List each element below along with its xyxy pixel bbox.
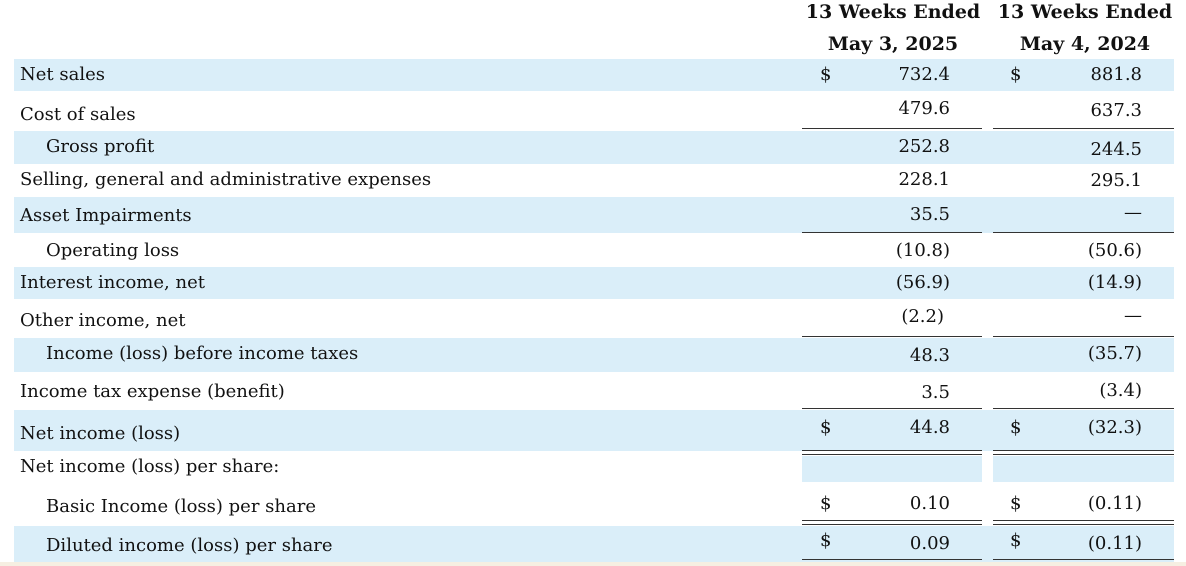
dollar-sign: $ (1010, 530, 1022, 551)
table-row: Net income (loss) per share: (14, 452, 1174, 484)
shaded-cell (993, 456, 1174, 482)
value-2024: (35.7) (1087, 343, 1142, 364)
row-label: Other income, net (20, 310, 186, 331)
dollar-sign: $ (1010, 64, 1022, 85)
subtotal-rule (993, 128, 1174, 129)
total-double-rule (993, 559, 1174, 560)
row-label: Operating loss (46, 240, 180, 261)
row-label: Cost of sales (20, 104, 136, 125)
total-double-rule (993, 450, 1174, 451)
value-2024: (0.11) (1087, 533, 1142, 554)
value-2024: 637.3 (1090, 100, 1142, 121)
value-2025: (10.8) (895, 240, 950, 261)
value-2024: (50.6) (1087, 240, 1142, 261)
subtotal-rule (802, 336, 982, 337)
table-row: Income (loss) before income taxes 48.3 (… (14, 338, 1174, 372)
table-row: Income tax expense (benefit) 3.5 (3.4) (14, 372, 1174, 408)
total-double-rule (802, 454, 982, 455)
value-2025: 0.10 (909, 493, 950, 514)
subtotal-rule (993, 408, 1174, 409)
total-double-rule (993, 454, 1174, 455)
dollar-sign: $ (1010, 493, 1022, 514)
value-2024: (14.9) (1087, 272, 1142, 293)
row-label: Gross profit (46, 136, 155, 157)
value-2024: — (1124, 202, 1142, 223)
value-2024: (0.11) (1087, 493, 1142, 514)
table-row: Selling, general and administrative expe… (14, 164, 1174, 197)
dollar-sign: $ (820, 64, 832, 85)
value-2025: 44.8 (909, 417, 950, 438)
table-row: Gross profit 252.8 244.5 (14, 131, 1174, 164)
subtotal-rule (993, 336, 1174, 337)
table-row: Cost of sales 479.6 637.3 (14, 93, 1174, 130)
value-2025: (56.9) (895, 272, 950, 293)
subtotal-rule (802, 408, 982, 409)
col2-header-line2: May 4, 2024 (1019, 33, 1151, 55)
table-row: Basic Income (loss) per share $ 0.10 $ (… (14, 484, 1174, 526)
dollar-sign: $ (820, 493, 832, 514)
value-2025: 732.4 (898, 64, 950, 85)
total-double-rule (802, 524, 982, 525)
subtotal-rule (993, 232, 1174, 233)
dollar-sign: $ (1010, 417, 1022, 438)
table-row: Diluted income (loss) per share $ 0.09 $… (14, 526, 1174, 562)
value-2025: 35.5 (909, 204, 950, 225)
table-row: Interest income, net (56.9) (14.9) (14, 267, 1174, 299)
value-2024: 295.1 (1090, 170, 1142, 191)
value-2024: 881.8 (1090, 64, 1142, 85)
subtotal-rule (802, 128, 982, 129)
row-label: Income (loss) before income taxes (46, 343, 359, 364)
dollar-sign: $ (820, 530, 832, 551)
table-row: Net sales $ 732.4 $ 881.8 (14, 59, 1174, 91)
row-label: Net sales (20, 64, 105, 85)
table-row: Operating loss (10.8) (50.6) (14, 234, 1174, 267)
total-double-rule (802, 559, 982, 560)
table-row: Asset Impairments 35.5 — (14, 197, 1174, 233)
value-2025: 252.8 (898, 136, 950, 157)
bottom-edge (0, 562, 1186, 566)
total-double-rule (802, 520, 982, 521)
row-label: Interest income, net (20, 272, 205, 293)
col2-header-line1: 13 Weeks Ended (997, 1, 1173, 23)
total-double-rule (993, 520, 1174, 521)
row-label: Income tax expense (benefit) (20, 381, 285, 402)
value-2025: 3.5 (921, 382, 950, 403)
value-2025: (2.2) (901, 306, 944, 327)
col1-header-line2: May 3, 2025 (827, 33, 959, 55)
row-label: Net income (loss) per share: (20, 456, 280, 477)
col1-header-line1: 13 Weeks Ended (805, 1, 981, 23)
row-label: Selling, general and administrative expe… (20, 169, 432, 190)
value-2025: 228.1 (898, 169, 950, 190)
table-row: Net income (loss) $ 44.8 $ (32.3) (14, 410, 1174, 451)
row-label: Basic Income (loss) per share (46, 496, 316, 517)
table-row: Other income, net (2.2) — (14, 299, 1174, 337)
value-2024: 244.5 (1090, 139, 1142, 160)
row-label: Asset Impairments (20, 205, 192, 226)
total-double-rule (993, 524, 1174, 525)
value-2024: (32.3) (1087, 417, 1142, 438)
row-label: Diluted income (loss) per share (46, 535, 333, 556)
dollar-sign: $ (820, 417, 832, 438)
value-2025: 479.6 (898, 98, 950, 119)
row-label: Net income (loss) (20, 423, 181, 444)
total-double-rule (802, 450, 982, 451)
value-2025: 48.3 (909, 345, 950, 366)
shaded-cell (802, 456, 982, 482)
value-2025: 0.09 (909, 533, 950, 554)
value-2024: (3.4) (1099, 380, 1142, 401)
value-2024: — (1124, 305, 1142, 326)
subtotal-rule (802, 232, 982, 233)
